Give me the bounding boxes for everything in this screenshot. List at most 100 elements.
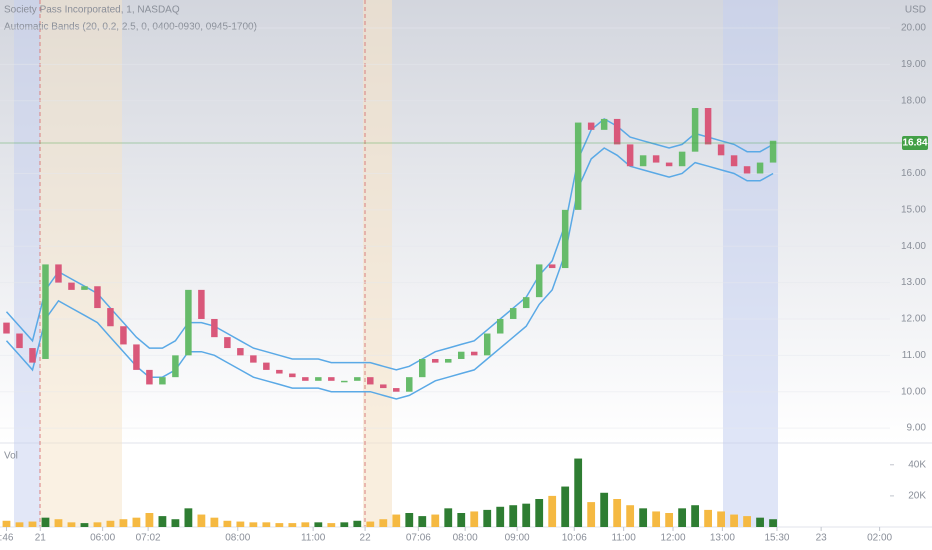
volume-bar bbox=[613, 499, 622, 527]
candle bbox=[639, 155, 647, 167]
volume-bar bbox=[392, 514, 401, 527]
y-tick-label: 13.00 bbox=[901, 277, 926, 288]
candle bbox=[42, 264, 49, 359]
session-shade bbox=[40, 0, 122, 527]
volume-bar bbox=[54, 519, 63, 527]
candle bbox=[561, 209, 569, 269]
volume-bar bbox=[249, 522, 258, 527]
candle bbox=[328, 377, 335, 381]
volume-bar bbox=[522, 503, 531, 527]
currency: USD bbox=[905, 5, 926, 16]
volume-bar bbox=[210, 517, 219, 527]
volume-bar bbox=[691, 505, 700, 527]
volume-bar bbox=[444, 508, 453, 527]
y-tick-label: 19.00 bbox=[901, 59, 926, 70]
volume-bar bbox=[262, 522, 271, 527]
volume-bar bbox=[756, 517, 764, 527]
candle bbox=[120, 326, 127, 345]
candle bbox=[522, 297, 530, 309]
volume-bar bbox=[353, 520, 362, 527]
volume-bar bbox=[184, 508, 193, 527]
volume-bar bbox=[236, 521, 245, 527]
price-badge bbox=[902, 135, 928, 150]
session-shade bbox=[723, 0, 778, 527]
volume-bar bbox=[470, 511, 479, 527]
x-tick-label: 21 bbox=[35, 533, 47, 544]
candle bbox=[55, 264, 62, 283]
candle bbox=[626, 144, 634, 167]
candle bbox=[172, 355, 179, 378]
volume-bar bbox=[600, 492, 609, 527]
x-tick-label: 07:06 bbox=[406, 533, 431, 544]
candle bbox=[68, 282, 75, 290]
candle bbox=[406, 377, 413, 392]
volume-bar bbox=[431, 514, 440, 527]
x-tick-label: 07:02 bbox=[136, 533, 161, 544]
x-tick-label: 23 bbox=[816, 533, 828, 544]
candle bbox=[263, 362, 270, 370]
volume-bar bbox=[80, 523, 89, 527]
candle bbox=[535, 264, 543, 298]
volume-bar bbox=[28, 521, 37, 527]
candle bbox=[600, 118, 608, 130]
band-line bbox=[5, 117, 774, 371]
volume-bar bbox=[743, 516, 751, 527]
volume-bar bbox=[457, 513, 466, 527]
volume-bar bbox=[366, 521, 375, 527]
candle bbox=[691, 108, 699, 152]
y-tick-label: 18.00 bbox=[901, 95, 926, 106]
volume-bar bbox=[301, 522, 310, 527]
x-tick-label: 09:00 bbox=[505, 533, 530, 544]
volume-bar bbox=[665, 513, 674, 527]
x-tick-label: 22 bbox=[360, 533, 372, 544]
volume-bar bbox=[41, 517, 50, 527]
volume-bar bbox=[678, 508, 687, 527]
candle bbox=[133, 344, 140, 370]
volume-bar bbox=[405, 513, 414, 527]
candle bbox=[302, 377, 309, 381]
candle bbox=[315, 377, 322, 381]
volume-bar bbox=[275, 523, 284, 527]
volume-bar bbox=[574, 458, 583, 527]
volume-bar bbox=[626, 505, 635, 527]
candle bbox=[730, 155, 738, 167]
session-shade bbox=[14, 0, 40, 527]
candle bbox=[107, 308, 114, 327]
volume-tick-label: 40K bbox=[908, 459, 926, 470]
volume-bar bbox=[288, 523, 297, 527]
x-tick-label: 12:00 bbox=[661, 533, 686, 544]
x-tick-label: 08:00 bbox=[453, 533, 478, 544]
volume-bar bbox=[704, 509, 712, 527]
volume-bar bbox=[717, 511, 725, 527]
candle bbox=[224, 337, 231, 349]
candle bbox=[483, 333, 491, 356]
y-tick-label: 16.00 bbox=[901, 168, 926, 179]
volume-bar bbox=[314, 522, 323, 527]
candle bbox=[769, 140, 777, 163]
volume-bar bbox=[158, 516, 167, 527]
volume-bar bbox=[15, 522, 24, 527]
volume-label: Vol bbox=[4, 451, 18, 462]
candle bbox=[29, 348, 36, 363]
volume-bar bbox=[67, 522, 76, 527]
candle bbox=[457, 351, 465, 359]
volume-bar bbox=[587, 502, 596, 527]
x-tick-label: 08:00 bbox=[225, 533, 250, 544]
volume-bar bbox=[418, 516, 427, 527]
candle bbox=[3, 322, 10, 334]
candle bbox=[289, 373, 296, 378]
volume-bar bbox=[106, 520, 115, 527]
candle bbox=[94, 286, 101, 309]
volume-bar bbox=[93, 522, 102, 527]
volume-bar bbox=[327, 523, 336, 527]
candle bbox=[159, 377, 166, 385]
candle bbox=[432, 358, 439, 363]
volume-bar bbox=[535, 499, 544, 527]
candle bbox=[146, 369, 153, 385]
volume-bar bbox=[652, 511, 661, 527]
volume-bar bbox=[2, 520, 11, 527]
candle bbox=[445, 358, 452, 363]
volume-bar bbox=[548, 495, 557, 527]
candle bbox=[509, 308, 517, 319]
candle bbox=[367, 377, 374, 385]
